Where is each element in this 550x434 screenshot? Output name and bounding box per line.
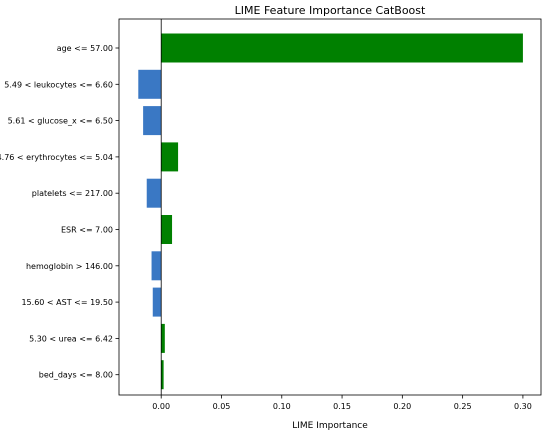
x-tick-label: 0.25 bbox=[454, 402, 472, 411]
x-tick-label: 0.00 bbox=[152, 402, 170, 411]
bar bbox=[161, 142, 179, 172]
x-tick-label: 0.15 bbox=[333, 402, 351, 411]
bar bbox=[138, 69, 162, 99]
bar bbox=[143, 106, 162, 136]
y-tick-label: bed_days <= 8.00 bbox=[39, 371, 113, 380]
y-tick-label: 5.49 < leukocytes <= 6.60 bbox=[4, 80, 113, 89]
y-tick-label: 15.60 < AST <= 19.50 bbox=[21, 298, 113, 307]
x-tick-label: 0.05 bbox=[213, 402, 231, 411]
y-tick-label: 5.30 < urea <= 6.42 bbox=[29, 334, 113, 343]
bars-group bbox=[138, 33, 523, 390]
bar bbox=[161, 360, 164, 390]
bar bbox=[161, 323, 165, 353]
bar bbox=[151, 251, 162, 281]
y-tick-label: 4.76 < erythrocytes <= 5.04 bbox=[0, 153, 113, 162]
chart-title: LIME Feature Importance CatBoost bbox=[235, 4, 426, 17]
x-tick-label: 0.20 bbox=[393, 402, 411, 411]
y-tick-label: 5.61 < glucose_x <= 6.50 bbox=[8, 117, 113, 126]
bar bbox=[161, 215, 173, 244]
bar bbox=[152, 287, 162, 317]
plot-frame bbox=[118, 18, 542, 396]
y-axis: age <= 57.00 5.49 < leukocytes <= 6.60 5.6… bbox=[0, 44, 119, 380]
y-tick-label: platelets <= 217.00 bbox=[32, 189, 113, 198]
x-tick-label: 0.30 bbox=[514, 402, 532, 411]
x-tick-label: 0.10 bbox=[273, 402, 291, 411]
y-tick-label: hemoglobin > 146.00 bbox=[26, 262, 113, 271]
bar bbox=[161, 33, 523, 63]
x-axis: 0.00 0.05 0.10 0.15 0.20 0.25 0.30 bbox=[152, 395, 532, 411]
x-axis-label: LIME Importance bbox=[292, 421, 368, 431]
y-tick-label: age <= 57.00 bbox=[57, 44, 113, 53]
bar bbox=[146, 178, 162, 208]
y-tick-label: ESR <= 7.00 bbox=[61, 226, 113, 235]
